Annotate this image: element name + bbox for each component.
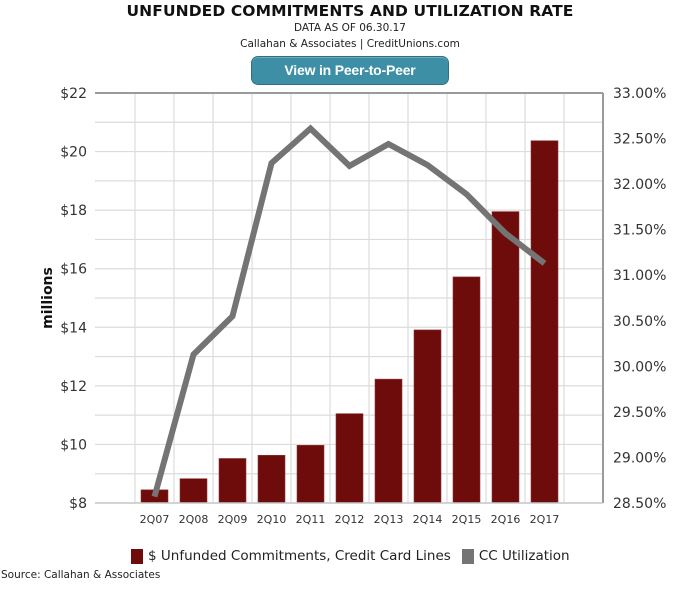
bar-2q10 bbox=[257, 454, 286, 504]
legend-label: $ Unfunded Commitments, Credit Card Line… bbox=[148, 548, 451, 564]
left-tick-label: $12 bbox=[60, 379, 87, 395]
left-tick-label: $20 bbox=[60, 145, 87, 161]
x-tick-label: 2Q17 bbox=[530, 513, 560, 526]
bars bbox=[140, 140, 559, 504]
right-tick-label: 33.00% bbox=[613, 86, 666, 102]
source-note: Source: Callahan & Associates bbox=[1, 569, 161, 581]
chart-title: UNFUNDED COMMITMENTS AND UTILIZATION RAT… bbox=[126, 2, 574, 20]
right-tick-label: 32.00% bbox=[613, 177, 666, 193]
right-tick-label: 31.00% bbox=[613, 268, 666, 284]
bar-2q11 bbox=[296, 445, 325, 504]
x-tick-label: 2Q09 bbox=[218, 513, 248, 526]
data-as-of: DATA AS OF 06.30.17 bbox=[294, 22, 406, 34]
bar-2q13 bbox=[374, 378, 403, 504]
right-tick-label: 29.00% bbox=[613, 450, 666, 466]
left-axis-ticks: $8 $10 $12 $14 $16 $18 $20 $22 bbox=[60, 86, 87, 512]
legend-swatch-bar bbox=[131, 548, 143, 564]
x-tick-label: 2Q07 bbox=[140, 513, 170, 526]
left-tick-label: $8 bbox=[69, 496, 87, 512]
right-axis-ticks: 28.50% 29.00% 29.50% 30.00% 30.50% 31.00% 31.5… bbox=[613, 86, 666, 512]
legend-label: CC Utilization bbox=[478, 548, 570, 564]
left-tick-label: $22 bbox=[60, 86, 87, 102]
bar-2q17 bbox=[530, 140, 559, 504]
chart: $8 $10 $12 $14 $16 $18 $20 $22 28.50% 29.00% 29.5… bbox=[40, 86, 666, 526]
x-tick-label: 2Q08 bbox=[179, 513, 209, 526]
right-tick-label: 30.00% bbox=[613, 359, 666, 375]
attribution: Callahan & Associates | CreditUnions.com bbox=[240, 38, 460, 50]
left-tick-label: $10 bbox=[60, 437, 87, 453]
right-tick-label: 28.50% bbox=[613, 496, 666, 512]
view-in-peer-to-peer-button[interactable]: View in Peer-to-Peer bbox=[251, 56, 449, 85]
legend-swatch-line bbox=[461, 548, 474, 564]
x-tick-label: 2Q14 bbox=[413, 513, 443, 526]
axes bbox=[95, 92, 604, 504]
bar-2q16 bbox=[491, 211, 520, 504]
bar-2q09 bbox=[218, 458, 247, 504]
legend-item-unfunded-commitments[interactable]: $ Unfunded Commitments, Credit Card Line… bbox=[131, 548, 451, 564]
bar-2q15 bbox=[452, 276, 481, 504]
x-tick-label: 2Q12 bbox=[335, 513, 365, 526]
left-tick-label: $18 bbox=[60, 203, 87, 219]
x-tick-label: 2Q16 bbox=[491, 513, 521, 526]
bar-2q14 bbox=[413, 329, 442, 504]
right-tick-label: 29.50% bbox=[613, 405, 666, 421]
left-tick-label: $16 bbox=[60, 262, 87, 278]
right-tick-label: 31.50% bbox=[613, 223, 666, 239]
utilization-line bbox=[151, 124, 547, 498]
x-tick-label: 2Q15 bbox=[452, 513, 482, 526]
left-axis-label: millions bbox=[40, 267, 56, 329]
bar-2q08 bbox=[179, 478, 208, 504]
x-tick-label: 2Q10 bbox=[257, 513, 287, 526]
bar-2q12 bbox=[335, 413, 364, 504]
right-tick-label: 30.50% bbox=[613, 314, 666, 330]
legend: $ Unfunded Commitments, Credit Card Line… bbox=[131, 547, 581, 565]
left-tick-label: $14 bbox=[60, 320, 87, 336]
right-tick-label: 32.50% bbox=[613, 132, 666, 148]
x-axis-ticks: 2Q07 2Q08 2Q09 2Q10 2Q11 2Q12 2Q13 2Q14 2Q15 2Q16… bbox=[140, 513, 560, 526]
legend-item-cc-utilization[interactable]: CC Utilization bbox=[461, 548, 570, 564]
x-tick-label: 2Q13 bbox=[374, 513, 404, 526]
x-tick-label: 2Q11 bbox=[296, 513, 326, 526]
